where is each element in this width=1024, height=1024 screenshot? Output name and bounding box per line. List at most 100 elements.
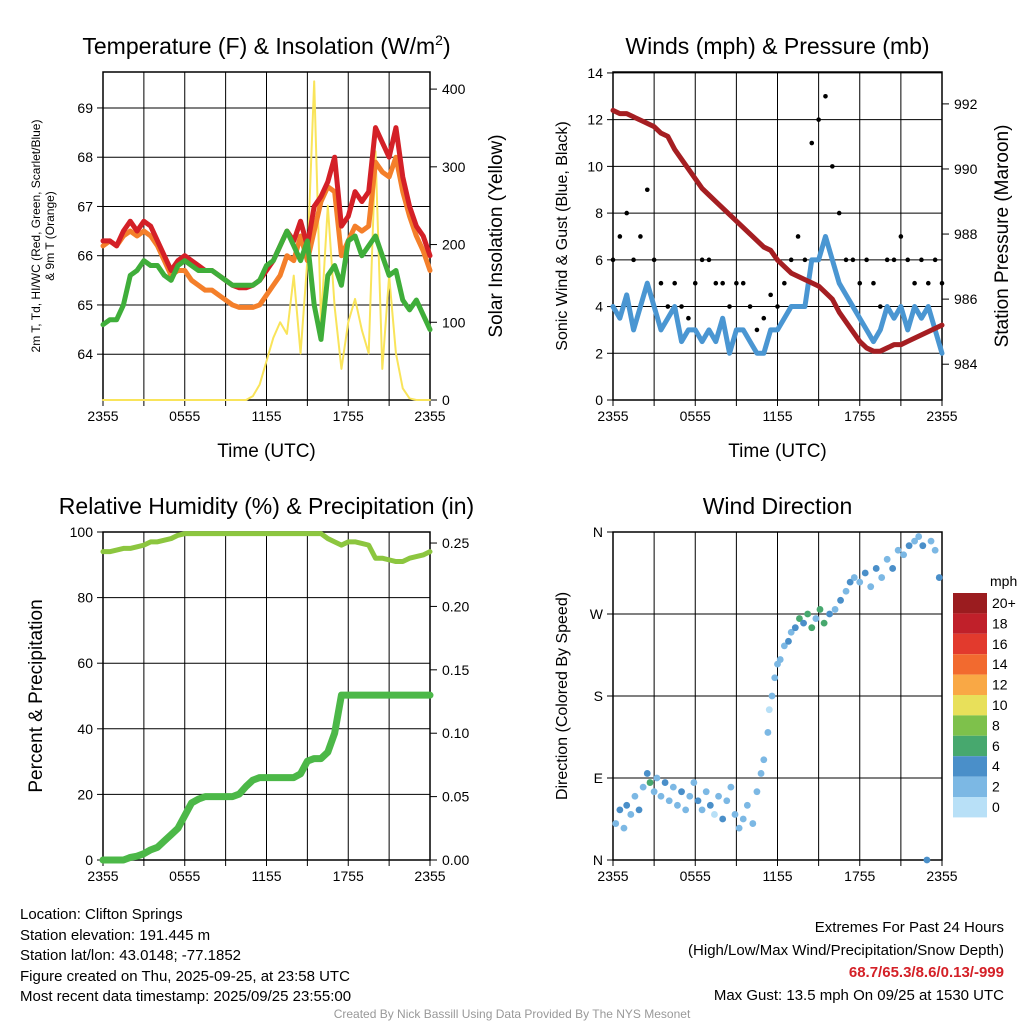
x-tick-label: 2355 bbox=[87, 408, 118, 424]
wind-direction-point bbox=[694, 797, 702, 805]
wind-direction-point bbox=[919, 542, 927, 550]
colorbar-label: 8 bbox=[992, 717, 1000, 733]
extremes-values: 68.7/65.3/8.6/0.13/-999 bbox=[848, 964, 1004, 981]
relative-humidity-line bbox=[100, 531, 433, 565]
wind-direction-point bbox=[698, 806, 706, 814]
y-tick-label: 40 bbox=[77, 721, 93, 737]
x-axis-label: Time (UTC) bbox=[217, 441, 316, 462]
gust-point bbox=[857, 280, 863, 286]
wind-direction-point bbox=[905, 542, 913, 550]
colorbar-swatch bbox=[953, 797, 987, 818]
x-axis-label: Time (UTC) bbox=[728, 441, 827, 462]
gust-point bbox=[706, 257, 712, 263]
gust-point bbox=[816, 117, 821, 122]
colorbar-swatch bbox=[953, 776, 987, 797]
x-tick-label: 2355 bbox=[414, 868, 445, 884]
x-tick-label: 2355 bbox=[414, 408, 445, 424]
wind-direction-point bbox=[915, 533, 923, 540]
gust-point bbox=[631, 257, 636, 263]
wind-direction-point bbox=[678, 788, 685, 796]
wind-direction-point bbox=[719, 815, 727, 823]
colorbar-swatch bbox=[953, 695, 987, 716]
y-axis-label: 2m T, Td, HI/WC (Red, Green, Scarlet/Blu… bbox=[29, 120, 43, 353]
wind-direction-point bbox=[739, 815, 747, 823]
wind-direction-point bbox=[639, 783, 647, 791]
x-tick-label: 1755 bbox=[844, 408, 875, 424]
gust-point bbox=[864, 257, 869, 263]
x-tick-label: 0555 bbox=[680, 868, 711, 884]
x-tick-label: 2355 bbox=[597, 408, 628, 424]
wind-direction-point bbox=[702, 788, 710, 796]
colorbar-swatch bbox=[953, 593, 987, 614]
y-tick-label: 14 bbox=[587, 65, 603, 81]
colorbar-label: 20+ bbox=[992, 595, 1016, 611]
wind-direction-point bbox=[812, 615, 820, 622]
gust-point bbox=[699, 257, 705, 263]
y-tick-label: 100 bbox=[70, 524, 94, 540]
gust-point bbox=[823, 93, 828, 99]
y-axis-label: Percent & Precipitation bbox=[26, 599, 47, 792]
wind-direction-point bbox=[856, 578, 864, 586]
wind-direction-point bbox=[923, 856, 931, 864]
y-tick-label: 60 bbox=[77, 655, 93, 671]
location-text: Location: Clifton Springs bbox=[20, 906, 183, 923]
wind-direction-point bbox=[889, 565, 897, 572]
gust-point bbox=[925, 280, 931, 286]
y-right-tick-label: 100 bbox=[442, 314, 466, 330]
y-tick-label: 69 bbox=[77, 100, 93, 116]
wind-direction-point bbox=[831, 606, 839, 613]
y-right-tick-label: 400 bbox=[442, 81, 466, 97]
wind-direction-point bbox=[723, 797, 731, 805]
solar-insolation-line bbox=[102, 80, 431, 401]
colorbar-label: 4 bbox=[992, 758, 1000, 774]
y-tick-label: 80 bbox=[77, 590, 93, 606]
wind-direction-point bbox=[842, 587, 850, 595]
gust-point bbox=[919, 257, 924, 263]
wind-direction-point bbox=[796, 615, 803, 622]
wind-direction-point bbox=[837, 596, 844, 604]
y-tick-label: 66 bbox=[77, 248, 93, 264]
wind-direction-point bbox=[927, 537, 935, 545]
gust-point bbox=[658, 280, 664, 286]
y-right-tick-label: 986 bbox=[954, 291, 978, 307]
x-tick-label: 1755 bbox=[844, 868, 875, 884]
wind-direction-point bbox=[764, 729, 772, 736]
gust-point bbox=[734, 280, 739, 286]
plot-frame bbox=[612, 71, 943, 401]
wind-direction-point bbox=[643, 770, 651, 777]
wind-direction-point bbox=[808, 624, 816, 632]
wind-direction-point bbox=[711, 811, 718, 818]
wind-direction-point bbox=[776, 656, 784, 663]
gust-point bbox=[761, 315, 767, 321]
gust-point bbox=[754, 327, 760, 333]
y-tick-label: 8 bbox=[595, 205, 603, 221]
wind-direction-point bbox=[826, 610, 833, 618]
y-axis-label: Direction (Colored By Speed) bbox=[554, 592, 571, 800]
gust-point bbox=[610, 257, 616, 263]
created-text: Figure created on Thu, 2025-09-25, at 23… bbox=[20, 967, 350, 985]
y-tick-label: 65 bbox=[77, 297, 93, 313]
gust-point bbox=[871, 280, 876, 286]
gust-point bbox=[878, 304, 883, 309]
wind-direction-point bbox=[765, 706, 773, 714]
gust-point bbox=[795, 234, 801, 239]
wind-direction-point bbox=[715, 792, 722, 800]
recent-text: Most recent data timestamp: 2025/09/25 2… bbox=[20, 988, 352, 1005]
x-tick-label: 1155 bbox=[762, 868, 792, 884]
colorbar-swatch bbox=[953, 756, 987, 777]
gust-point bbox=[782, 280, 787, 286]
latlon-text: Station lat/lon: 43.0148; -77.1852 bbox=[20, 947, 242, 964]
colorbar-swatch bbox=[953, 715, 987, 736]
wind-direction-point bbox=[612, 820, 620, 827]
colorbar-label: 18 bbox=[992, 615, 1008, 631]
y-tick-label: E bbox=[594, 770, 603, 786]
wind-direction-point bbox=[804, 610, 812, 618]
x-tick-label: 1155 bbox=[251, 868, 281, 884]
wind-direction-point bbox=[735, 824, 743, 832]
gust-point bbox=[884, 257, 890, 263]
gust-point bbox=[836, 210, 842, 216]
gust-point bbox=[809, 140, 815, 146]
wind-direction-point bbox=[731, 811, 739, 818]
colorbar-label: 10 bbox=[992, 697, 1008, 713]
